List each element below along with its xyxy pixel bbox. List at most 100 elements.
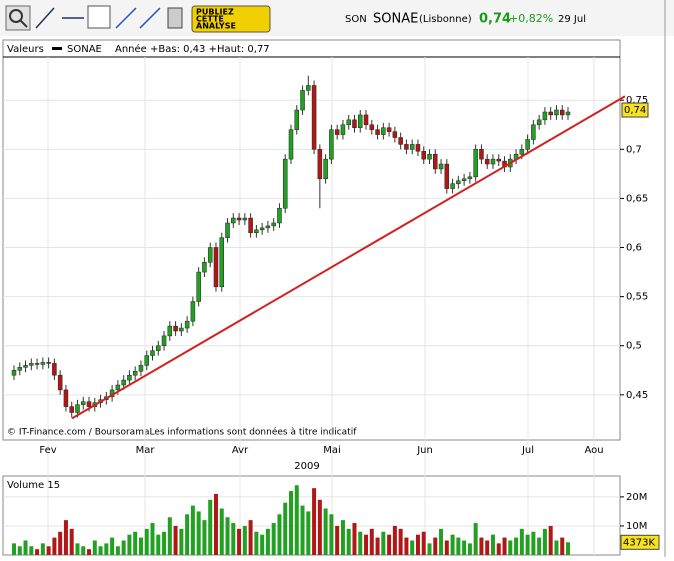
volume-bar — [98, 546, 103, 555]
candle-body — [548, 111, 553, 116]
candle-body — [381, 127, 386, 135]
banner-text: ANALYSE — [196, 22, 236, 31]
candle-body — [559, 109, 565, 116]
candle-body — [392, 131, 398, 138]
toolbar — [0, 0, 674, 36]
volume-bar — [23, 540, 28, 555]
banner-text: PUBLIEZ — [196, 8, 234, 17]
candle-body — [277, 207, 282, 224]
candle-body — [473, 149, 478, 178]
last-price-box — [621, 102, 649, 118]
volume-bar — [479, 537, 484, 555]
volume-bar — [542, 528, 547, 555]
volume-bar — [329, 514, 334, 555]
volume-bar — [110, 537, 115, 555]
volume-bar — [485, 540, 490, 555]
delete-tool[interactable] — [167, 7, 183, 29]
candle-body — [282, 158, 288, 209]
candle-body — [254, 229, 259, 234]
volume-bar — [554, 540, 559, 555]
volume-bar — [450, 534, 455, 555]
candle-body — [404, 144, 409, 150]
volume-bar — [52, 537, 57, 555]
candle-body — [398, 137, 403, 145]
volume-bar — [306, 511, 311, 555]
fib-tool[interactable] — [87, 5, 111, 29]
candle-body — [75, 404, 80, 413]
y-tick-label: 0,55 — [626, 292, 648, 303]
candle-body — [306, 85, 311, 91]
candle-body — [184, 320, 190, 329]
candle-body — [231, 217, 236, 224]
candle-body — [525, 139, 530, 150]
volume-bar — [323, 508, 328, 555]
volume-bar — [444, 540, 449, 555]
candle-body — [421, 151, 426, 160]
volume-bar — [490, 534, 495, 555]
trendline — [71, 95, 626, 420]
candle-body — [219, 237, 224, 288]
volume-bar — [138, 537, 143, 555]
candle-body — [490, 158, 496, 165]
candle-body — [479, 149, 484, 160]
y-tick-label: 0,6 — [626, 243, 642, 254]
stock-name: SONAE — [373, 12, 418, 27]
candle-body — [531, 124, 536, 140]
candle-body — [190, 301, 196, 322]
volume-bar — [358, 531, 363, 555]
legend-series: SONAE — [67, 44, 102, 55]
candle-body — [132, 371, 138, 376]
candle-body — [161, 335, 167, 346]
last-volume-label: 4373K — [623, 537, 655, 548]
candle-body — [317, 149, 323, 180]
year-label: 2009 — [294, 461, 319, 472]
candle-body — [409, 144, 415, 150]
line-tool[interactable] — [35, 7, 55, 29]
volume-bar — [467, 543, 472, 555]
x-tick-label: Mar — [136, 445, 156, 456]
volume-bar — [271, 523, 276, 555]
volume-bar — [346, 528, 351, 555]
volume-bar — [502, 537, 507, 555]
volume-bar — [81, 546, 86, 555]
volume-bar — [179, 528, 184, 555]
volume-bar — [156, 534, 161, 555]
volume-bar — [248, 520, 253, 555]
volume-bar — [144, 528, 149, 555]
volume-bar — [29, 546, 34, 555]
candle-body — [156, 345, 161, 351]
candle-body — [121, 379, 126, 386]
candle-body — [352, 119, 357, 128]
volume-bar — [433, 537, 438, 555]
candle-body — [225, 222, 230, 238]
volume-bar — [167, 517, 172, 555]
x-tick-label: Fev — [39, 445, 56, 456]
candle-body — [144, 355, 149, 366]
legend-swatch — [52, 47, 62, 50]
date: 29 Jul — [558, 14, 586, 25]
channel-tool[interactable] — [139, 7, 161, 29]
candle-body — [461, 178, 467, 181]
market: (Lisbonne) — [419, 14, 472, 25]
candle-body — [363, 114, 369, 126]
publish-banner[interactable] — [191, 5, 271, 33]
tool-icons — [5, 5, 271, 33]
volume-bar — [133, 531, 138, 555]
volume-bar — [35, 549, 40, 555]
candle-body — [456, 180, 461, 184]
volume-bar — [300, 505, 305, 555]
volume-bar — [260, 534, 265, 555]
candle-body — [438, 163, 444, 170]
volume-bar — [185, 514, 190, 555]
x-tick-label: Aou — [584, 445, 603, 456]
channel-tool[interactable] — [115, 7, 137, 29]
x-tick-label: Jun — [416, 445, 433, 456]
candle-body — [386, 127, 392, 132]
copyright: © IT-Finance.com / BoursoramaLes informa… — [7, 427, 357, 438]
volume-bar — [560, 537, 565, 555]
last-volume-box — [620, 534, 660, 550]
volume-bar — [381, 531, 386, 555]
volume-bar — [439, 528, 444, 555]
candle-body — [565, 111, 571, 116]
volume-bar — [237, 528, 242, 555]
